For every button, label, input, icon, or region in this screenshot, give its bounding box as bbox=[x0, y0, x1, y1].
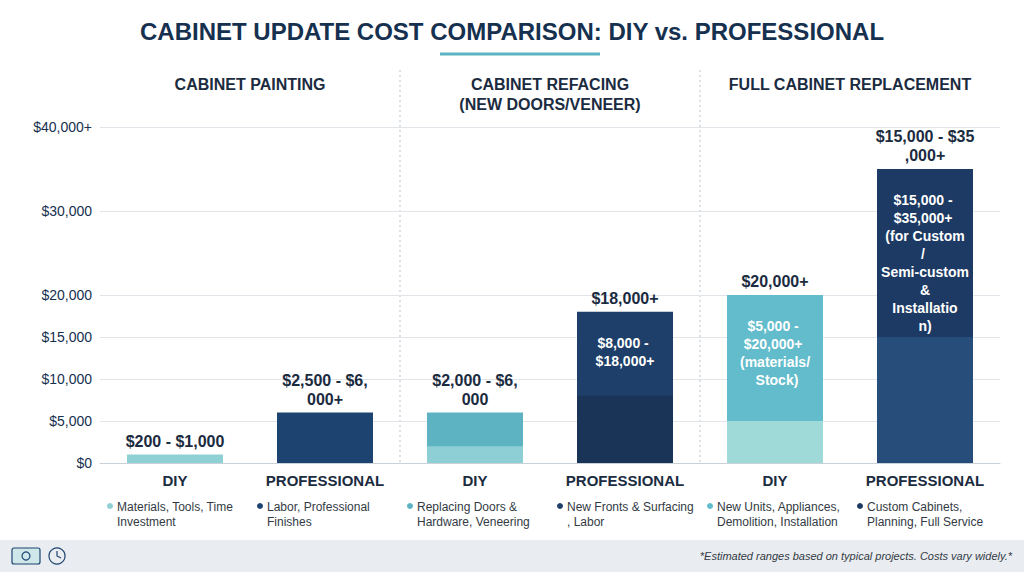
svg-text:Finishes: Finishes bbox=[267, 515, 312, 529]
svg-text:$5,000 -: $5,000 - bbox=[747, 318, 802, 334]
svg-text:$20,000: $20,000 bbox=[41, 287, 92, 303]
svg-text:DIY: DIY bbox=[162, 472, 187, 489]
svg-text:Investment: Investment bbox=[117, 515, 176, 529]
svg-text:*Estimated ranges based on typ: *Estimated ranges based on typical proje… bbox=[700, 550, 1013, 562]
svg-text:$5,000: $5,000 bbox=[49, 413, 92, 429]
svg-text:DIY: DIY bbox=[762, 472, 787, 489]
svg-text:$18,000+: $18,000+ bbox=[596, 353, 655, 369]
svg-text:$2,000 - $6,: $2,000 - $6, bbox=[432, 372, 517, 389]
svg-text:New Fronts & Surfacing: New Fronts & Surfacing bbox=[567, 500, 694, 514]
svg-text:$35,000+: $35,000+ bbox=[894, 210, 957, 226]
svg-text:Stock): Stock) bbox=[752, 372, 799, 388]
svg-text:, Labor: , Labor bbox=[567, 515, 604, 529]
svg-text:$30,000: $30,000 bbox=[41, 203, 92, 219]
svg-text:$2,500 - $6,: $2,500 - $6, bbox=[282, 372, 367, 389]
svg-text:CABINET UPDATE COST COMPARISON: CABINET UPDATE COST COMPARISON: DIY vs. … bbox=[140, 18, 884, 45]
svg-text:PROFESSIONAL: PROFESSIONAL bbox=[266, 472, 384, 489]
svg-text:$15,000 - $35: $15,000 - $35 bbox=[876, 128, 975, 145]
svg-text:Replacing Doors &: Replacing Doors & bbox=[417, 500, 520, 514]
svg-text:$10,000: $10,000 bbox=[41, 371, 92, 387]
svg-text:PROFESSIONAL: PROFESSIONAL bbox=[566, 472, 684, 489]
svg-text:Semi-custom: Semi-custom bbox=[881, 264, 969, 280]
svg-text:Materials, Tools, Time: Materials, Tools, Time bbox=[117, 500, 236, 514]
svg-text:000: 000 bbox=[462, 391, 489, 408]
svg-text:/: / bbox=[921, 246, 929, 262]
svg-text:,000+: ,000+ bbox=[905, 147, 945, 164]
svg-text:$20,000+: $20,000+ bbox=[744, 336, 807, 352]
svg-text:n): n) bbox=[918, 318, 931, 334]
svg-text:Planning, Full Service: Planning, Full Service bbox=[867, 515, 983, 529]
svg-text:$20,000+: $20,000+ bbox=[741, 273, 808, 290]
svg-text:Demolition, Installation: Demolition, Installation bbox=[717, 515, 838, 529]
svg-text:DIY: DIY bbox=[462, 472, 487, 489]
svg-text:$40,000+: $40,000+ bbox=[33, 119, 92, 135]
svg-text:&: & bbox=[916, 282, 934, 298]
svg-text:$200 - $1,000: $200 - $1,000 bbox=[126, 433, 225, 450]
svg-text:Custom Cabinets,: Custom Cabinets, bbox=[867, 500, 966, 514]
svg-text:$15,000: $15,000 bbox=[41, 329, 92, 345]
svg-text:CABINET REFACING: CABINET REFACING bbox=[471, 76, 629, 93]
svg-text:FULL CABINET REPLACEMENT: FULL CABINET REPLACEMENT bbox=[729, 76, 972, 93]
svg-text:CABINET PAINTING: CABINET PAINTING bbox=[175, 76, 326, 93]
svg-text:New Units, Appliances,: New Units, Appliances, bbox=[717, 500, 843, 514]
svg-text:$18,000+: $18,000+ bbox=[591, 290, 658, 307]
svg-text:Hardware, Veneering: Hardware, Veneering bbox=[417, 515, 530, 529]
svg-text:(materials/: (materials/ bbox=[740, 354, 810, 370]
svg-text:(NEW DOORS/VENEER): (NEW DOORS/VENEER) bbox=[459, 96, 640, 113]
svg-text:$15,000 -: $15,000 - bbox=[893, 192, 956, 208]
svg-text:Installatio: Installatio bbox=[892, 300, 957, 316]
svg-text:$8,000 -: $8,000 - bbox=[597, 335, 652, 351]
svg-text:Labor, Professional: Labor, Professional bbox=[267, 500, 373, 514]
svg-text:PROFESSIONAL: PROFESSIONAL bbox=[866, 472, 984, 489]
svg-text:(for Custom: (for Custom bbox=[885, 228, 964, 244]
svg-text:000+: 000+ bbox=[307, 391, 343, 408]
svg-text:$0: $0 bbox=[76, 455, 92, 471]
